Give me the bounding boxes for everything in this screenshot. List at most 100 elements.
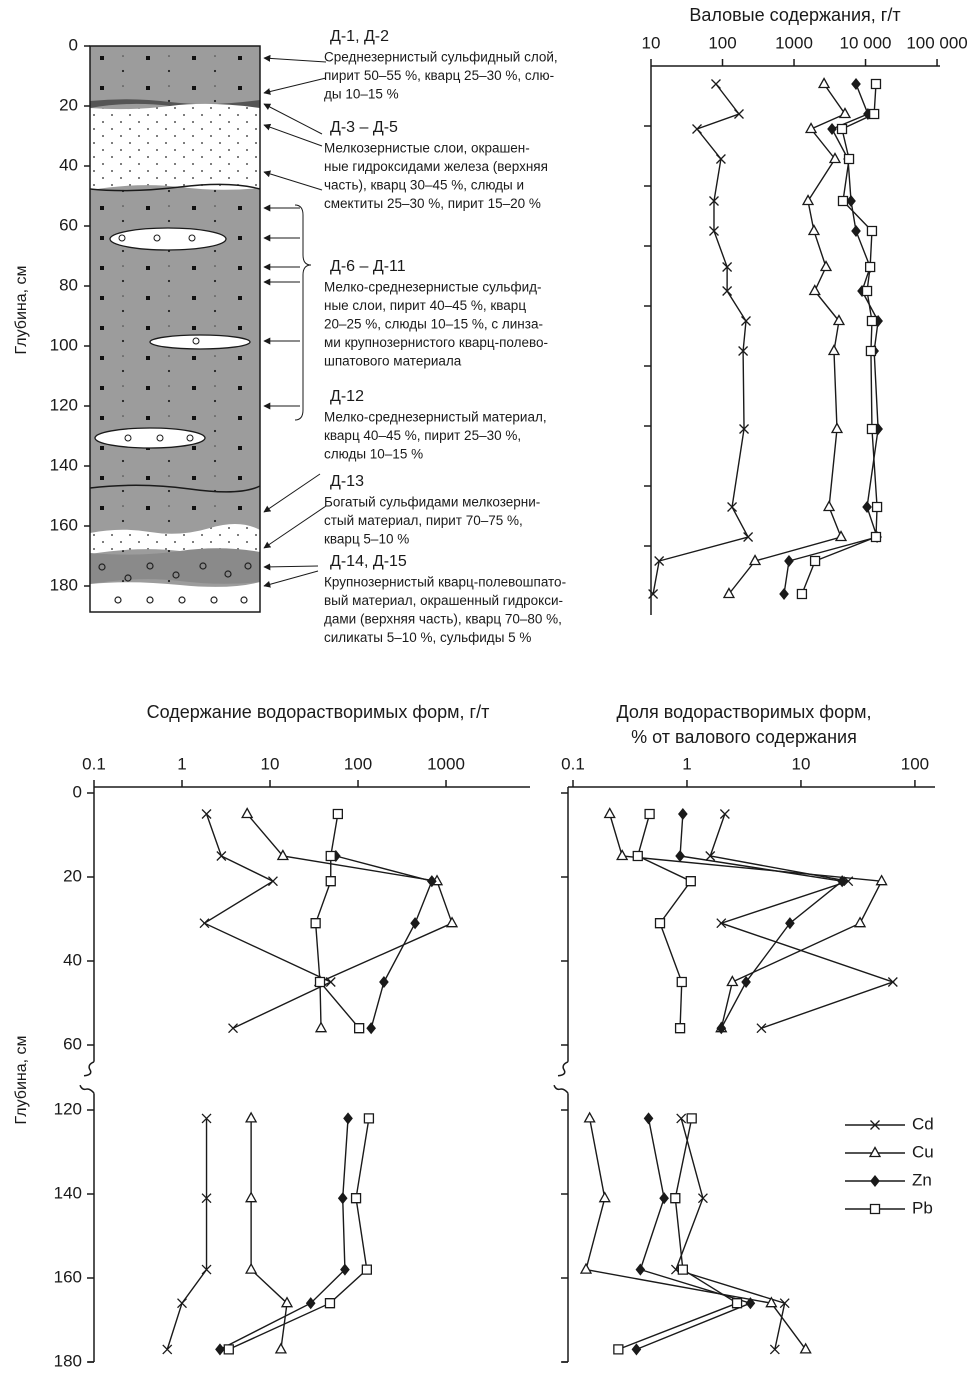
y-tick-label: 180 bbox=[54, 1351, 82, 1370]
marker-x bbox=[722, 286, 733, 296]
sample-description: Среднезернистый сульфидный слой, bbox=[324, 50, 558, 65]
series-line bbox=[679, 813, 844, 1029]
marker-square bbox=[731, 1298, 743, 1309]
series-line bbox=[585, 1118, 807, 1350]
marker-triangle bbox=[241, 807, 254, 819]
marker-triangle bbox=[832, 314, 846, 326]
marker-triangle bbox=[722, 587, 736, 599]
sample-description: смектиты 25–30 %, пирит 15–20 % bbox=[324, 196, 541, 211]
marker-square bbox=[864, 261, 876, 273]
x-tick-label: 0.1 bbox=[82, 754, 106, 773]
marker-x bbox=[201, 1193, 212, 1204]
marker-triangle bbox=[808, 284, 821, 296]
marker-x bbox=[228, 1023, 238, 1034]
marker-triangle bbox=[583, 1111, 596, 1123]
marker-square bbox=[314, 976, 326, 988]
marker-x bbox=[727, 502, 738, 512]
series-line bbox=[219, 1118, 349, 1351]
y-tick-label: 120 bbox=[54, 1099, 82, 1118]
sample-description: пирит 50–55 %, кварц 25–30 %, слю- bbox=[324, 68, 554, 83]
marker-triangle bbox=[830, 422, 844, 434]
y-tick-label: 60 bbox=[63, 1034, 82, 1053]
layer-light bbox=[90, 103, 260, 190]
marker-square bbox=[677, 1264, 688, 1275]
sample-description: Мелко-среднезернистый материал, bbox=[324, 410, 547, 425]
series-line bbox=[246, 813, 453, 1029]
marker-x bbox=[162, 1344, 173, 1355]
marker-triangle bbox=[765, 1296, 778, 1308]
x-tick-label: 1000 bbox=[427, 754, 465, 773]
marker-diamond bbox=[215, 1343, 225, 1356]
marker-x bbox=[216, 851, 227, 861]
marker-diamond bbox=[366, 1022, 376, 1035]
marker-triangle bbox=[245, 1262, 258, 1274]
series-line bbox=[609, 813, 883, 1029]
layer-coarse-light bbox=[90, 582, 260, 612]
sample-description: стый материал, пирит 70–75 %, bbox=[324, 513, 523, 528]
marker-square bbox=[866, 423, 878, 435]
y-tick-label: 100 bbox=[50, 335, 78, 354]
y-tick-label: 160 bbox=[54, 1267, 82, 1286]
marker-triangle bbox=[603, 807, 616, 819]
marker-x bbox=[177, 1298, 187, 1309]
axis-break bbox=[79, 1061, 95, 1094]
marker-triangle bbox=[579, 1262, 593, 1274]
marker-diamond bbox=[635, 1263, 646, 1276]
marker-square bbox=[685, 876, 696, 887]
sample-label: Д-3 – Д-5 bbox=[330, 119, 398, 136]
axis-break bbox=[553, 1061, 569, 1094]
marker-square bbox=[870, 531, 882, 543]
marker-x bbox=[741, 316, 751, 326]
sample-label: Д-1, Д-2 bbox=[330, 28, 389, 45]
marker-x bbox=[716, 918, 727, 929]
marker-square bbox=[350, 1193, 362, 1204]
soil-column bbox=[89, 45, 261, 613]
marker-triangle bbox=[801, 194, 815, 206]
marker-square bbox=[363, 1113, 375, 1124]
marker-diamond bbox=[643, 1112, 654, 1125]
y-tick-label: 40 bbox=[59, 155, 78, 174]
legend-label: Cu bbox=[912, 1142, 934, 1161]
y-tick-label: 0 bbox=[73, 782, 82, 801]
marker-square bbox=[809, 555, 821, 567]
y-tick-label: 80 bbox=[59, 275, 78, 294]
marker-square bbox=[686, 1113, 697, 1124]
sample-description: ды 10–15 % bbox=[324, 87, 399, 102]
marker-x bbox=[722, 262, 733, 272]
marker-x bbox=[201, 809, 212, 819]
marker-x bbox=[705, 851, 716, 861]
marker-triangle bbox=[875, 874, 888, 886]
sample-description: вый материал, окрашенный гидрокси- bbox=[324, 593, 563, 608]
marker-square bbox=[796, 588, 808, 600]
marker-diamond bbox=[379, 975, 389, 989]
marker-square bbox=[861, 285, 873, 297]
legend-marker bbox=[868, 1146, 882, 1158]
layer-light bbox=[90, 523, 260, 554]
marker-triangle bbox=[245, 1111, 258, 1123]
series-line bbox=[709, 813, 895, 1029]
marker-square bbox=[654, 918, 666, 929]
marker-x bbox=[199, 918, 210, 929]
marker-square bbox=[632, 850, 643, 862]
marker-square bbox=[836, 123, 848, 135]
y-axis-label: Глубина, см bbox=[13, 265, 30, 354]
marker-x bbox=[779, 1298, 790, 1309]
sample-description: ми крупнозернистого кварц-полево- bbox=[324, 335, 548, 350]
marker-diamond bbox=[837, 875, 848, 888]
marker-x bbox=[676, 1113, 687, 1124]
marker-x bbox=[648, 589, 659, 599]
marker-square bbox=[676, 976, 687, 988]
marker-square bbox=[324, 1298, 336, 1309]
chart-title: % от валового содержания bbox=[631, 727, 857, 747]
marker-triangle bbox=[822, 500, 836, 512]
marker-triangle bbox=[807, 224, 821, 236]
series-line bbox=[166, 1118, 208, 1350]
sample-description: ные слои, пирит 40–45 %, кварц bbox=[324, 298, 526, 313]
y-tick-label: 160 bbox=[50, 515, 78, 534]
marker-x bbox=[709, 196, 719, 206]
series-line bbox=[228, 1118, 370, 1351]
marker-triangle bbox=[726, 975, 739, 987]
marker-triangle bbox=[834, 530, 848, 542]
marker-diamond bbox=[745, 1297, 756, 1310]
